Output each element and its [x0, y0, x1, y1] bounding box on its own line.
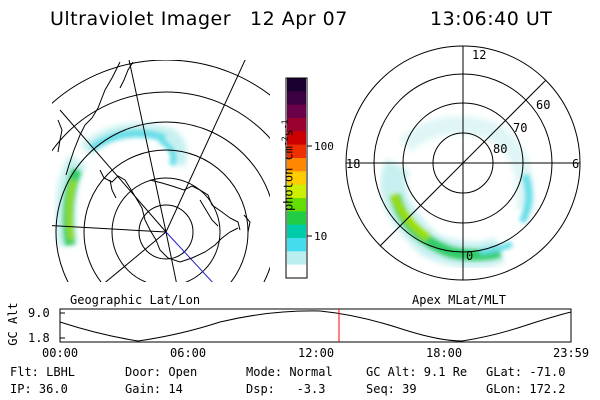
colorbar-swatch [287, 131, 306, 146]
time-label: 13:06:40 UT [430, 8, 553, 30]
colorbar-swatch [287, 91, 306, 106]
colorbar-swatch [287, 104, 306, 119]
colorbar-unit-label: photon cm-2s-1 [270, 103, 296, 243]
colorbar-tick-100: 100 [314, 140, 334, 153]
timeline-ytick-bottom: 1.8 [28, 331, 50, 345]
polar-plot [380, 116, 535, 268]
colorbar-swatch [287, 184, 306, 199]
mlt-0-label: 0 [466, 249, 474, 263]
status-seq: Seq: 39 [366, 382, 417, 396]
colorbar-tick-10: 10 [314, 230, 328, 243]
apex-caption: Apex MLat/MLT [412, 293, 506, 307]
unit-exp1: -2 [280, 136, 290, 147]
status-glon: GLon: 172.2 [486, 382, 566, 396]
colorbar-swatch [287, 78, 306, 92]
status-gain: Gain: 14 [125, 382, 183, 396]
timeline-ylabel: GC Alt [6, 302, 20, 346]
timeline-xtick-4: 23:59 [553, 346, 590, 360]
timeline-xtick-0: 00:00 [42, 346, 79, 360]
status-glat: GLat: -71.0 [486, 365, 566, 379]
colorbar-swatch [287, 198, 306, 212]
colorbar-swatch [287, 224, 306, 239]
unit-exp2: -1 [280, 119, 290, 130]
colorbar-swatch [287, 238, 306, 252]
status-mode: Mode: Normal [246, 365, 333, 379]
colorbar-swatch [287, 211, 306, 226]
timeline-xtick-1: 06:00 [170, 346, 207, 360]
mlat-80-label: 80 [493, 142, 508, 156]
colorbar-swatch [287, 118, 306, 132]
status-filter: Flt: LBHL [10, 365, 76, 379]
colorbar-swatch [287, 251, 306, 266]
mlt-12-label: 12 [472, 48, 487, 62]
colorbar-swatch [287, 264, 306, 279]
color-scale-bar [285, 77, 312, 279]
unit-s: s [281, 129, 296, 137]
polar-grid [345, 45, 581, 281]
status-dsp: Dsp: -3.3 [246, 382, 326, 396]
date-label: 12 Apr 07 [250, 8, 348, 30]
geographic-caption: Geographic Lat/Lon [70, 293, 201, 307]
colorbar-swatch [287, 144, 306, 159]
mlt-6-label: 6 [572, 157, 580, 171]
instrument-title: Ultraviolet Imager [50, 8, 232, 30]
mlt-18-label: 18 [346, 157, 361, 171]
timeline-xtick-3: 18:00 [426, 346, 463, 360]
status-gc-alt: GC Alt: 9.1 Re [366, 365, 468, 379]
unit-text: photon cm [281, 146, 296, 212]
status-door: Door: Open [125, 365, 198, 379]
timeline-xtick-2: 12:00 [298, 346, 335, 360]
mlat-60-label: 60 [536, 98, 551, 112]
colorbar-swatch [287, 158, 306, 172]
orbit-timeline [59, 308, 572, 343]
geographic-map [52, 60, 270, 282]
status-ip: IP: 36.0 [10, 382, 68, 396]
timeline-ytick-top: 9.0 [28, 306, 50, 320]
colorbar-swatch [287, 171, 306, 186]
mlat-70-label: 70 [513, 121, 528, 135]
